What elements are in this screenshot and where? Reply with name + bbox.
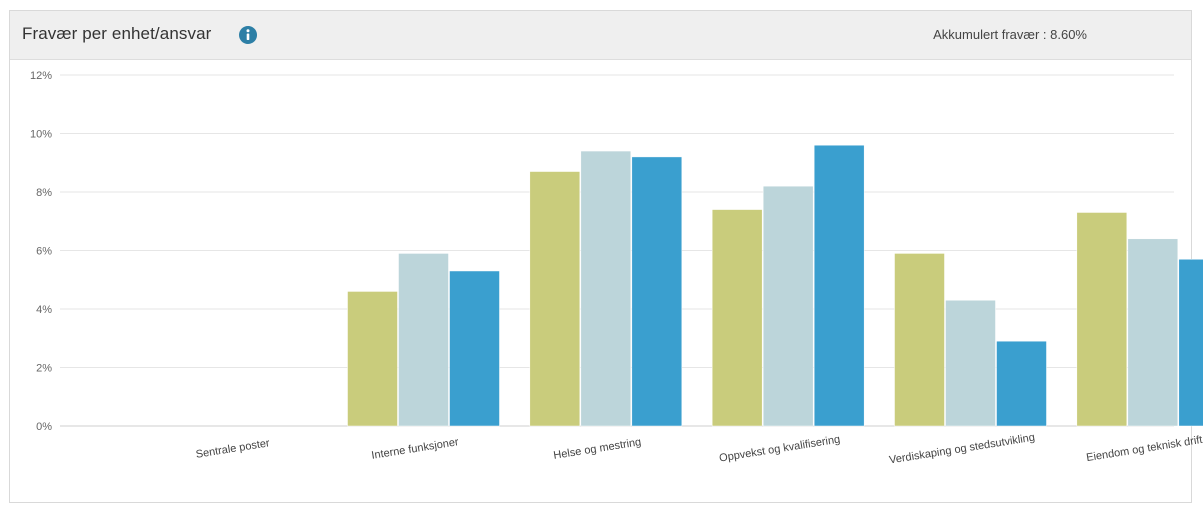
- bar: [1076, 212, 1128, 427]
- bar: [1127, 238, 1179, 427]
- y-tick-label: 12%: [30, 70, 52, 82]
- x-category-label: Helse og mestring: [553, 436, 642, 462]
- bar: [711, 209, 763, 427]
- bar: [398, 253, 449, 427]
- y-tick-label: 0%: [36, 421, 52, 433]
- x-category-label: Eiendom og teknisk drift: [1085, 434, 1203, 464]
- panel-title: Fravær per enhet/ansvar: [22, 24, 212, 43]
- bar: [449, 270, 500, 427]
- bar: [813, 144, 865, 427]
- bar: [945, 299, 996, 427]
- x-category-label: Interne funksjoner: [371, 436, 460, 462]
- bar: [996, 340, 1047, 427]
- x-category-label: Verdiskaping og stedsutvikling: [888, 432, 1035, 467]
- bar: [1178, 259, 1203, 427]
- y-tick-label: 2%: [36, 363, 52, 375]
- panel-header: Fravær per enhet/ansvar Akkumulert fravæ…: [10, 11, 1191, 60]
- bar: [580, 150, 632, 427]
- bar: [529, 171, 581, 427]
- accumulated-absence: Akkumulert fravær : 8.60%: [933, 27, 1087, 42]
- x-category-label: Oppvekst og kvalifisering: [718, 434, 841, 465]
- info-icon[interactable]: [238, 25, 258, 45]
- bar: [631, 156, 683, 427]
- y-tick-label: 6%: [36, 246, 52, 258]
- bar: [762, 185, 814, 427]
- y-tick-label: 10%: [30, 129, 52, 141]
- bar: [894, 253, 945, 427]
- bar: [347, 291, 398, 427]
- x-category-label: Sentrale poster: [195, 437, 271, 461]
- y-tick-label: 8%: [36, 187, 52, 199]
- y-tick-label: 4%: [36, 304, 52, 316]
